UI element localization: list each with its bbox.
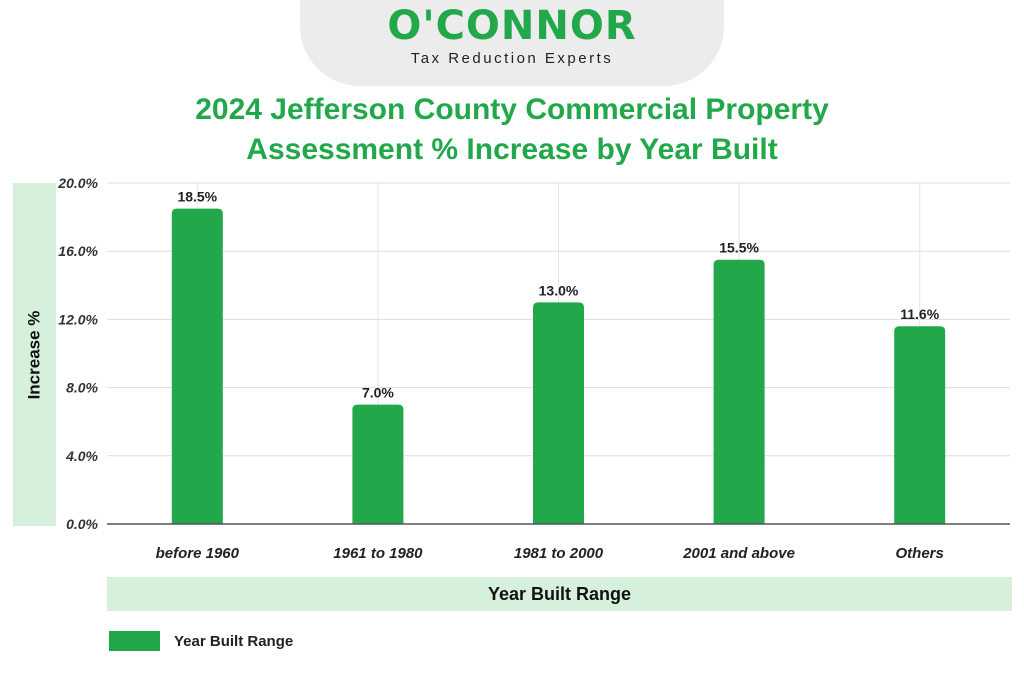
y-tick-label: 16.0% [58,243,98,259]
y-tick-label: 20.0% [57,175,98,191]
x-tick-label: Others [896,545,944,562]
y-tick-label: 8.0% [66,380,98,396]
legend: Year Built Range [109,630,293,652]
brand-logo: O'CONNOR [387,3,637,49]
x-tick-label: 1961 to 1980 [333,545,423,562]
x-tick-label: 1981 to 2000 [514,545,604,562]
chart-title-line-2: Assessment % Increase by Year Built [246,133,778,166]
legend-swatch [109,631,160,651]
bar-data-label: 15.5% [719,240,759,256]
y-axis-label-band [13,183,56,526]
legend-label: Year Built Range [174,632,294,650]
x-axis-label: Year Built Range [107,577,1012,611]
bar [533,302,584,524]
x-tick-label: before 1960 [156,545,240,562]
chart-title-line-1: 2024 Jefferson County Commercial Propert… [195,93,829,126]
bar-data-label: 18.5% [177,189,217,205]
bar-data-label: 7.0% [362,385,394,401]
bar-data-label: 11.6% [900,306,939,322]
brand-tagline: Tax Reduction Experts [410,50,614,67]
bar [352,404,404,524]
x-tick-label: 2001 and above [682,545,795,562]
bar [171,208,223,524]
bar-data-label: 13.0% [539,282,579,298]
y-tick-label: 4.0% [65,448,98,464]
y-tick-label: 0.0% [66,516,98,532]
y-tick-label: 12.0% [58,311,98,327]
bar [894,326,946,524]
bar [713,259,765,524]
logo-tab: O'CONNOR Tax Reduction Experts [300,0,724,86]
